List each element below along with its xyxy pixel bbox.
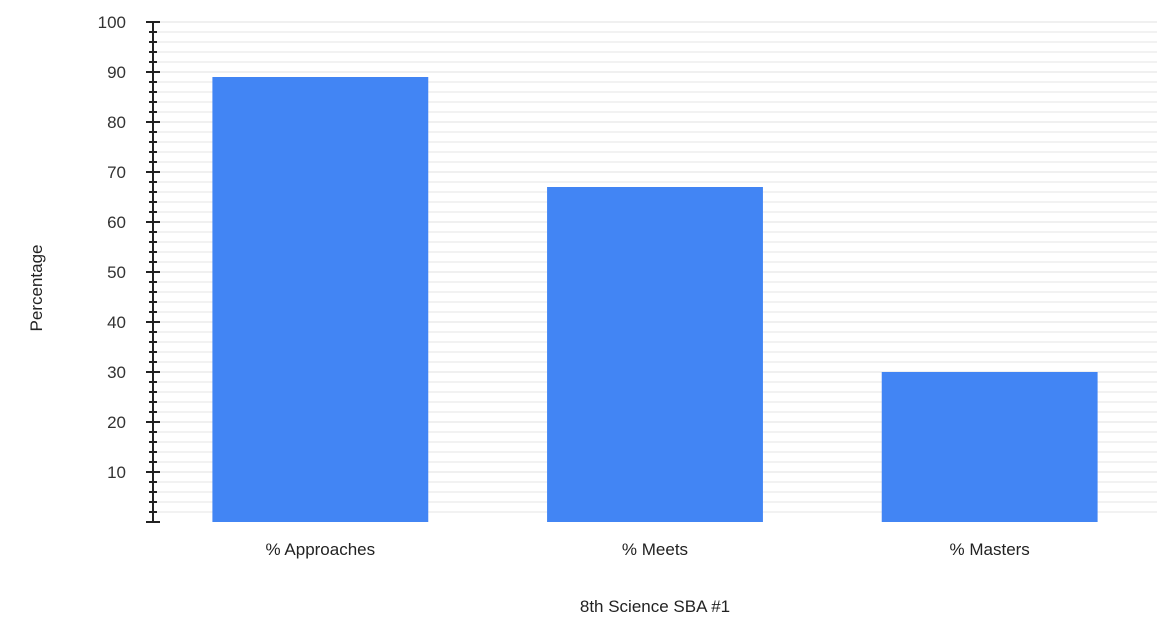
y-tick-label: 50 bbox=[107, 263, 126, 282]
x-axis-title: 8th Science SBA #1 bbox=[580, 597, 730, 616]
y-tick-labels: 10 20 30 40 50 60 70 80 90 100 bbox=[98, 13, 126, 482]
y-tick-label: 90 bbox=[107, 63, 126, 82]
x-category-label: % Masters bbox=[950, 540, 1030, 559]
bars bbox=[212, 77, 1098, 522]
x-category-labels: % Approaches % Meets % Masters bbox=[266, 540, 1030, 559]
y-tick-label: 100 bbox=[98, 13, 126, 32]
y-tick-label: 30 bbox=[107, 363, 126, 382]
y-tick-label: 10 bbox=[107, 463, 126, 482]
x-category-label: % Approaches bbox=[266, 540, 376, 559]
y-tick-label: 60 bbox=[107, 213, 126, 232]
y-tick-label: 70 bbox=[107, 163, 126, 182]
y-tick-label: 20 bbox=[107, 413, 126, 432]
y-tick-label: 80 bbox=[107, 113, 126, 132]
y-axis bbox=[146, 21, 160, 523]
bar bbox=[212, 77, 429, 522]
y-tick-label: 40 bbox=[107, 313, 126, 332]
x-category-label: % Meets bbox=[622, 540, 688, 559]
bar bbox=[881, 372, 1098, 522]
bar bbox=[547, 187, 763, 522]
y-axis-title: Percentage bbox=[27, 245, 46, 332]
